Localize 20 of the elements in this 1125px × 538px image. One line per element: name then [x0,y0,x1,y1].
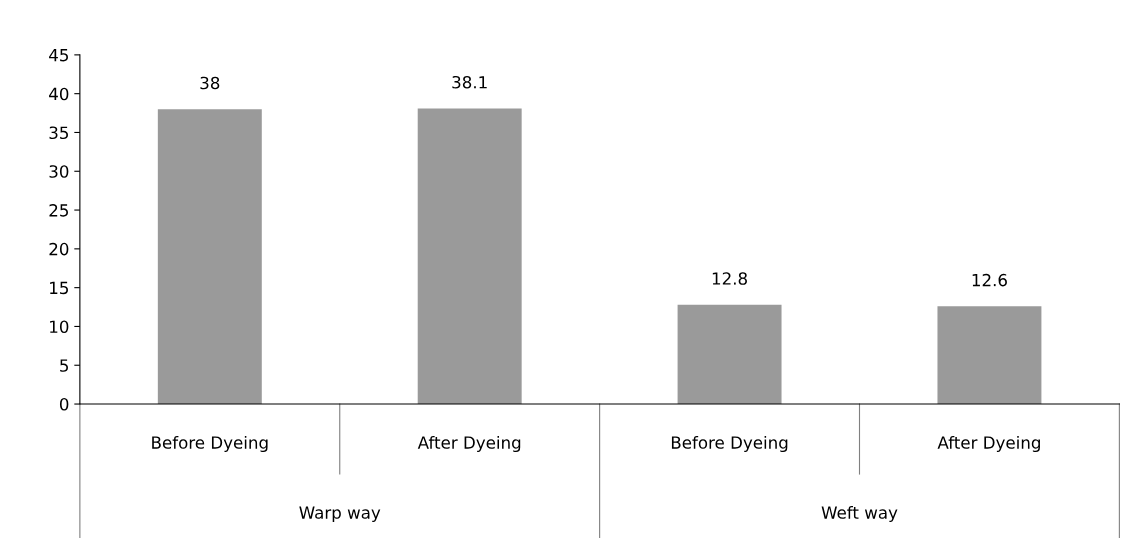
y-tick-label: 45 [49,49,68,62]
x-tick-label: Before Dyeing [152,435,268,453]
y-tick-label: 25 [49,204,68,217]
y-tick-label: 20 [49,242,69,256]
data-label: 12.6 [972,273,1007,287]
y-tick-label: 30 [49,165,69,178]
text: Warp way [299,506,381,523]
y-tick-label: 0 [59,398,69,411]
data-label: 38.1 [452,75,487,89]
y-tick-label: 10 [50,320,69,334]
x-tick-label: After Dyeing [417,435,521,453]
data-label: 38 [200,76,220,90]
y-tick-label: 40 [49,87,69,101]
y-tick-label: 35 [49,126,68,140]
text: Weft way [821,505,898,523]
data-label: 12.8 [712,272,747,285]
x-tick-label: After Dyeing [937,435,1040,453]
x-tick-label: Before Dyeing [671,435,788,453]
y-tick-label: 5 [60,359,68,372]
y-tick-label: 15 [50,281,68,295]
